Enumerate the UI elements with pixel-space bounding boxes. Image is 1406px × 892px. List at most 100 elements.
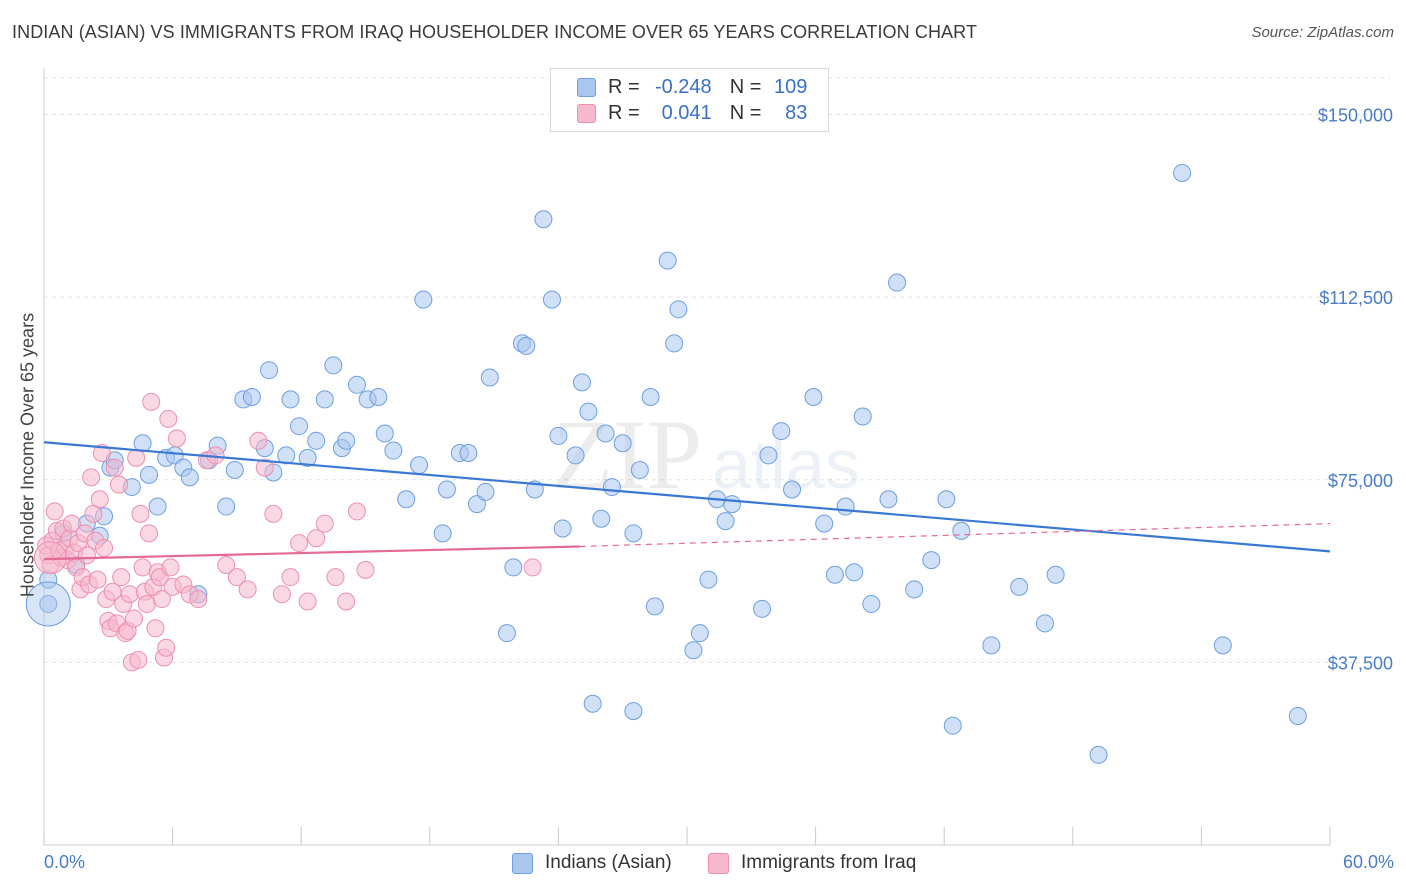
- point-indians: [943, 716, 962, 735]
- point-indians: [723, 495, 742, 514]
- chart-source: Source: ZipAtlas.com: [1251, 24, 1394, 41]
- series-legend-indians[interactable]: Indians (Asian): [512, 852, 672, 874]
- point-iraq: [45, 502, 64, 521]
- point-indians: [397, 490, 416, 509]
- point-iraq: [120, 585, 139, 604]
- point-indians: [242, 387, 261, 406]
- legend-n-value-indians: 109: [774, 75, 808, 98]
- point-indians: [476, 482, 495, 501]
- correlation-legend: R = -0.248 N = 109 R = 0.041 N = 83: [550, 68, 829, 132]
- point-indians: [504, 558, 523, 577]
- legend-swatch-indians: [577, 77, 596, 97]
- point-indians: [459, 443, 478, 462]
- series-label-indians: Indians (Asian): [545, 852, 672, 873]
- point-iraq: [152, 590, 171, 609]
- point-iraq: [131, 504, 150, 523]
- point-indians: [337, 431, 356, 450]
- point-indians: [39, 594, 58, 613]
- point-iraq: [159, 409, 178, 428]
- point-indians: [260, 361, 279, 380]
- point-iraq: [356, 560, 375, 579]
- point-indians: [845, 563, 864, 582]
- point-indians: [549, 426, 568, 445]
- y-tick-label: $37,500: [1328, 653, 1393, 673]
- legend-r-value-indians: -0.248: [654, 75, 712, 98]
- point-iraq: [347, 502, 366, 521]
- x-tick-label-min: 0.0%: [44, 852, 86, 872]
- legend-row-indians: R = -0.248 N = 109: [577, 75, 807, 99]
- point-iraq: [238, 580, 257, 599]
- point-indians: [596, 424, 615, 443]
- point-indians: [290, 417, 309, 436]
- point-indians: [25, 581, 71, 627]
- point-iraq: [264, 504, 283, 523]
- chart-title: INDIAN (ASIAN) VS IMMIGRANTS FROM IRAQ H…: [12, 22, 978, 42]
- point-indians: [624, 524, 643, 543]
- point-indians: [534, 210, 553, 229]
- point-indians: [665, 334, 684, 353]
- point-iraq: [140, 524, 159, 543]
- series-label-iraq: Immigrants from Iraq: [741, 852, 917, 873]
- y-axis-label: Householder Income Over 65 years: [17, 312, 38, 598]
- series-legend: Indians (Asian) Immigrants from Iraq: [0, 852, 1406, 878]
- point-iraq: [125, 609, 144, 628]
- point-iraq: [167, 429, 186, 448]
- point-indians: [602, 478, 621, 497]
- point-indians: [879, 490, 898, 509]
- point-iraq: [249, 431, 268, 450]
- legend-n-label: N =: [729, 101, 762, 124]
- point-iraq: [110, 475, 129, 494]
- point-indians: [669, 300, 688, 319]
- point-indians: [140, 465, 159, 484]
- point-indians: [952, 521, 971, 540]
- point-iraq: [255, 458, 274, 477]
- point-iraq: [315, 514, 334, 533]
- x-tick-label-max: 60.0%: [1342, 852, 1394, 872]
- point-indians: [753, 599, 772, 618]
- point-indians: [1213, 636, 1232, 655]
- point-indians: [298, 448, 317, 467]
- point-indians: [307, 431, 326, 450]
- point-iraq: [217, 555, 236, 574]
- point-iraq: [77, 546, 96, 565]
- point-indians: [324, 356, 343, 375]
- y-tick-label: $75,000: [1328, 471, 1393, 491]
- point-indians: [480, 368, 499, 387]
- trend-line-iraq-extension: [579, 522, 1331, 548]
- point-indians: [410, 456, 429, 475]
- point-indians: [148, 497, 167, 516]
- point-indians: [699, 570, 718, 589]
- point-iraq: [157, 638, 176, 657]
- point-indians: [905, 580, 924, 599]
- point-indians: [982, 636, 1001, 655]
- point-indians: [783, 480, 802, 499]
- point-indians: [836, 497, 855, 516]
- series-legend-iraq[interactable]: Immigrants from Iraq: [708, 852, 916, 874]
- data-points: [25, 163, 1307, 764]
- point-indians: [369, 387, 388, 406]
- trend-lines: [43, 441, 1331, 561]
- y-tick-label: $150,000: [1318, 106, 1393, 126]
- point-indians: [375, 424, 394, 443]
- point-indians: [467, 495, 486, 514]
- point-indians: [414, 290, 433, 309]
- point-indians: [613, 434, 632, 453]
- point-indians: [804, 387, 823, 406]
- legend-r-value-iraq: 0.041: [661, 101, 712, 124]
- point-indians: [277, 446, 296, 465]
- point-indians: [684, 641, 703, 660]
- point-iraq: [92, 443, 111, 462]
- point-iraq: [95, 538, 114, 557]
- point-iraq: [189, 590, 208, 609]
- point-indians: [853, 407, 872, 426]
- axes: [43, 68, 1331, 846]
- point-indians: [641, 387, 660, 406]
- point-indians: [1046, 565, 1065, 584]
- point-iraq: [129, 650, 148, 669]
- point-indians: [1089, 745, 1108, 764]
- legend-row-iraq: R = 0.041 N = 83: [577, 101, 807, 125]
- point-indians: [384, 441, 403, 460]
- point-indians: [437, 480, 456, 499]
- point-iraq: [105, 458, 124, 477]
